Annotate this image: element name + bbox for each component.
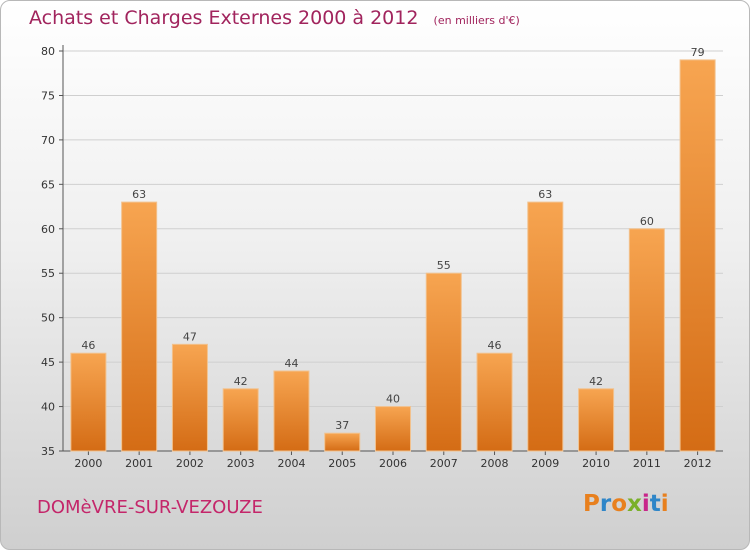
chart-title: Achats et Charges Externes 2000 à 2012 [29,7,419,29]
x-tick-label-2007: 2007 [430,457,458,470]
bar-2011 [628,228,665,452]
x-tick-label-2009: 2009 [531,457,559,470]
y-tick-label: 80 [41,45,55,58]
logo-letter: r [599,491,612,517]
x-tick-label-2002: 2002 [176,457,204,470]
value-label-2012: 79 [691,46,705,59]
x-tick-label-2011: 2011 [633,457,661,470]
bar-2002 [171,343,208,452]
tick-labels: 35 40 45 50 55 60 65 70 75 80 2000 2001 2002 2003 2004… [41,45,712,470]
x-tick-label-2005: 2005 [328,457,356,470]
x-tick-label-2001: 2001 [125,457,153,470]
value-label-2011: 60 [640,215,654,228]
bar-2005 [324,432,361,452]
x-tick-label-2003: 2003 [227,457,255,470]
logo-letter: o [611,491,628,517]
bar-2003 [222,388,259,452]
bars [70,59,716,452]
logo-letter: t [649,491,661,517]
y-tick-label: 60 [41,223,55,236]
value-labels: 46 63 47 42 44 37 40 55 46 63 42 60 79 [81,46,704,432]
value-label-2006: 40 [386,393,400,406]
bar-2009 [527,201,564,452]
value-label-2000: 46 [81,339,95,352]
x-tick-label-2004: 2004 [277,457,305,470]
value-label-2003: 42 [234,375,248,388]
chart-header: Achats et Charges Externes 2000 à 2012 (… [29,7,520,29]
y-tick-label: 40 [41,401,55,414]
y-tick-label: 55 [41,267,55,280]
chart-unit: (en milliers d'€) [433,14,520,27]
value-label-2010: 42 [589,375,603,388]
x-tick-label-2000: 2000 [74,457,102,470]
x-tick-label-2010: 2010 [582,457,610,470]
bar-2008 [476,352,513,452]
value-label-2001: 63 [132,188,146,201]
y-tick-label: 45 [41,356,55,369]
y-tick-label: 75 [41,89,55,102]
value-label-2004: 44 [284,357,298,370]
logo-letter: P [583,491,600,517]
commune-name: DOMèVRE-SUR-VEZOUZE [37,497,263,518]
y-tick-label: 35 [41,445,55,458]
value-label-2005: 37 [335,419,349,432]
bar-2001 [121,201,158,452]
y-tick-label: 70 [41,134,55,147]
logo-letter: i [641,491,650,517]
logo-letter: x [627,491,642,517]
bar-2010 [578,388,615,452]
y-tick-label: 50 [41,312,55,325]
bar-2007 [425,272,462,452]
proxiti-logo: Proxiti [583,491,669,517]
value-label-2008: 46 [488,339,502,352]
value-label-2002: 47 [183,330,197,343]
y-tick-label: 65 [41,178,55,191]
logo-letter: i [660,491,669,517]
x-tick-label-2012: 2012 [684,457,712,470]
bar-2012 [679,59,716,452]
bar-2004 [273,370,310,452]
bar-2006 [374,406,412,452]
grid-lines [63,50,723,408]
bar-2000 [70,352,107,452]
value-label-2009: 63 [538,188,552,201]
x-tick-label-2008: 2008 [481,457,509,470]
x-tick-label-2006: 2006 [379,457,407,470]
value-label-2007: 55 [437,259,451,272]
